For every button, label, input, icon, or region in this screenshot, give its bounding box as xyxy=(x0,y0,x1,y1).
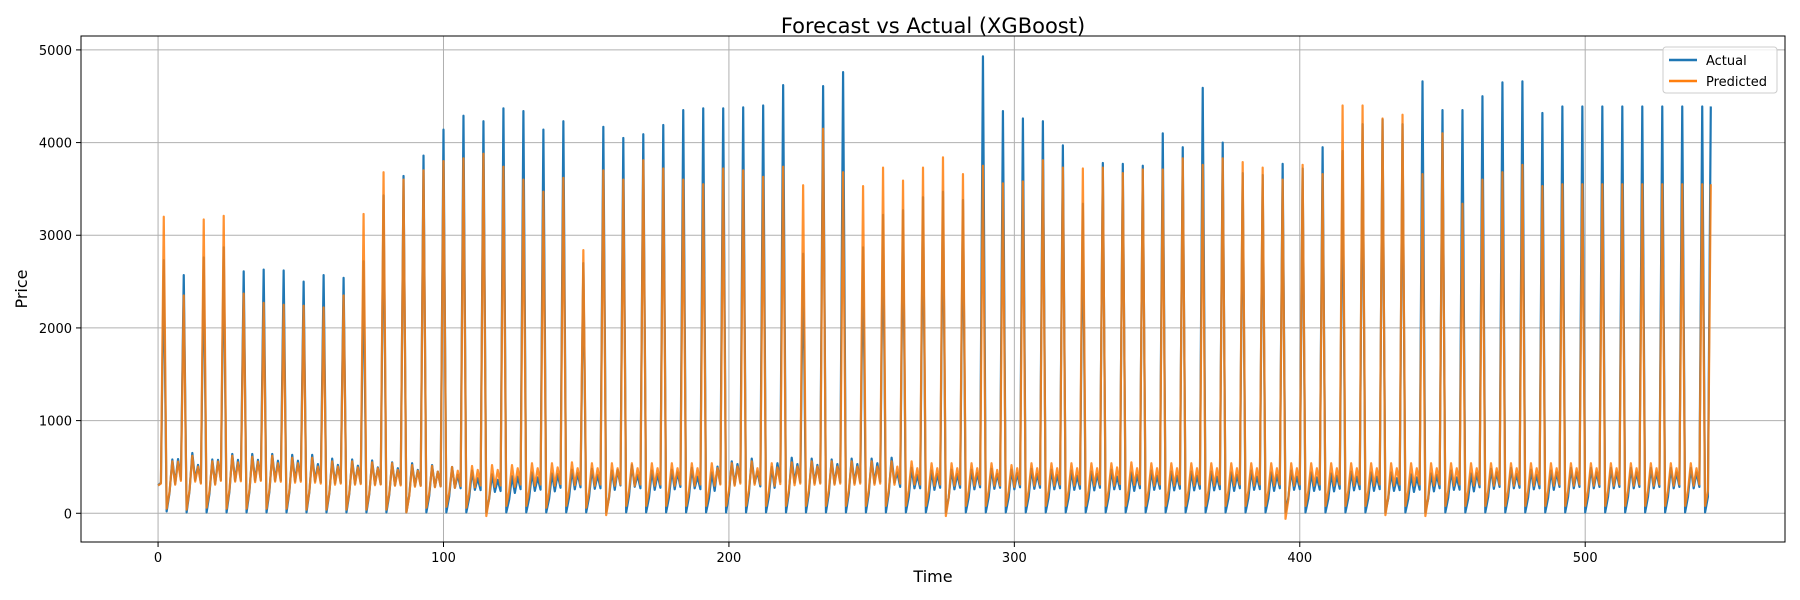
x-tick-label: 400 xyxy=(1287,551,1312,566)
y-gridlines xyxy=(81,49,1785,514)
legend-label-predicted: Predicted xyxy=(1706,75,1767,90)
y-tick-label: 5000 xyxy=(39,44,72,59)
y-tick-label: 1000 xyxy=(39,415,72,430)
x-axis-ticks: 0 100 200 300 400 500 xyxy=(154,542,1598,566)
y-axis-label: Price xyxy=(12,269,31,308)
legend-label-actual: Actual xyxy=(1706,54,1747,69)
series-line-actual xyxy=(157,55,1712,514)
series-line-predicted xyxy=(157,104,1712,520)
x-tick-label: 0 xyxy=(154,551,162,566)
x-gridlines xyxy=(157,36,1586,542)
y-tick-label: 4000 xyxy=(39,137,72,152)
x-tick-label: 300 xyxy=(1002,551,1027,566)
legend: Actual Predicted xyxy=(1662,46,1778,94)
chart-title: Forecast vs Actual (XGBoost) xyxy=(781,14,1085,38)
y-tick-label: 3000 xyxy=(39,229,72,244)
x-axis-label: Time xyxy=(912,567,952,586)
series-layer xyxy=(157,55,1712,520)
y-tick-label: 0 xyxy=(64,507,72,522)
x-tick-label: 200 xyxy=(717,551,742,566)
plot-frame xyxy=(80,35,1786,543)
x-tick-label: 100 xyxy=(431,551,456,566)
y-tick-label: 2000 xyxy=(39,322,72,337)
x-tick-label: 500 xyxy=(1573,551,1598,566)
y-axis-ticks: 0 1000 2000 3000 4000 5000 xyxy=(39,44,81,522)
